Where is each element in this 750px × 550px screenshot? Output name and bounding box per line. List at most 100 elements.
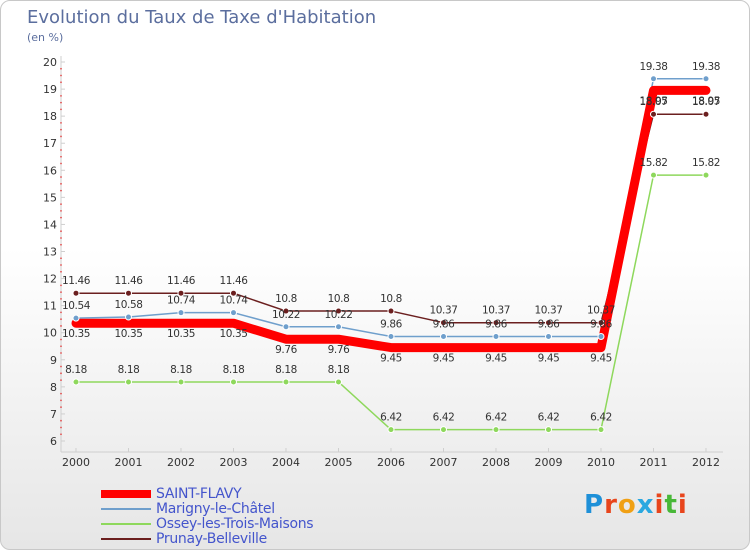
logo-letter: x xyxy=(636,490,655,520)
legend-swatch xyxy=(101,537,151,540)
data-point xyxy=(282,323,290,331)
data-point xyxy=(282,378,290,386)
legend-label: Ossey-les-Trois-Maisons xyxy=(156,515,314,532)
logo-letter: o xyxy=(617,490,637,520)
data-label: 10.35 xyxy=(114,328,142,340)
data-label: 10.58 xyxy=(114,299,142,311)
data-label: 10.37 xyxy=(534,305,562,317)
y-minor-dot xyxy=(60,67,62,70)
data-label: 10.22 xyxy=(324,309,352,321)
x-tick-label: 2007 xyxy=(430,456,458,469)
data-label: 10.8 xyxy=(380,293,402,305)
y-minor-dot xyxy=(60,345,62,348)
logo-letter: t xyxy=(664,490,678,520)
y-minor-dot xyxy=(60,419,62,422)
data-label: 10.74 xyxy=(167,295,196,307)
y-minor-dot xyxy=(60,237,62,239)
data-label: 9.45 xyxy=(538,353,560,365)
legend-swatch xyxy=(101,489,151,498)
y-minor-dot xyxy=(60,243,62,246)
data-point xyxy=(440,333,447,341)
y-tick-label: 13 xyxy=(43,246,57,259)
y-tick-label: 19 xyxy=(43,83,57,96)
x-tick-label: 2009 xyxy=(535,456,563,469)
y-minor-dot xyxy=(60,365,62,368)
y-minor-dot xyxy=(60,392,62,395)
x-tick-label: 2000 xyxy=(62,456,90,469)
legend-item: Marigny-le-Châtel xyxy=(101,501,313,517)
data-point xyxy=(230,378,237,386)
data-point xyxy=(650,110,657,118)
y-minor-dot xyxy=(60,74,62,77)
logo-letter: i xyxy=(654,490,665,520)
y-minor-dot xyxy=(60,182,62,185)
data-label: 10.8 xyxy=(328,293,350,305)
y-minor-dot xyxy=(60,325,62,327)
x-tick-label: 2012 xyxy=(692,456,720,469)
legend-item: SAINT-FLAVY xyxy=(101,486,313,502)
data-point xyxy=(545,319,552,327)
y-tick-label: 8 xyxy=(50,381,57,394)
data-point xyxy=(440,426,447,434)
data-point xyxy=(125,313,132,321)
x-tick-label: 2006 xyxy=(377,456,405,469)
data-label: 9.86 xyxy=(590,319,612,331)
data-point xyxy=(387,307,395,315)
y-minor-dot xyxy=(60,264,62,266)
series-line-SAINT-FLAVY xyxy=(71,85,711,353)
data-point xyxy=(492,426,500,434)
y-minor-dot xyxy=(60,372,62,375)
data-label: 10.35 xyxy=(219,328,247,340)
y-tick-label: 17 xyxy=(43,137,57,150)
data-label: 9.45 xyxy=(485,353,507,365)
data-label: 8.18 xyxy=(328,364,350,376)
data-label: 9.86 xyxy=(485,319,507,331)
data-point xyxy=(230,309,237,317)
data-point xyxy=(492,333,500,341)
y-minor-dot xyxy=(60,379,62,381)
y-minor-dot xyxy=(60,94,62,97)
data-point xyxy=(440,319,447,327)
y-minor-dot xyxy=(60,155,62,158)
y-minor-dot xyxy=(60,433,62,436)
y-minor-dot xyxy=(60,108,62,111)
logo-letter: i xyxy=(677,490,688,520)
y-minor-dot xyxy=(60,270,62,273)
data-label: 9.45 xyxy=(433,353,455,365)
data-label: 9.45 xyxy=(380,353,402,365)
data-label: 15.82 xyxy=(639,157,667,169)
y-minor-dot xyxy=(60,257,62,260)
data-label: 8.18 xyxy=(65,364,87,376)
data-label: 10.37 xyxy=(587,305,615,317)
data-point xyxy=(597,333,605,341)
y-minor-dot xyxy=(60,128,62,131)
proxiti-logo: Proxiti xyxy=(584,490,688,520)
x-tick-label: 2003 xyxy=(220,456,248,469)
data-point xyxy=(650,75,657,83)
legend-item: Prunay-Belleville xyxy=(101,531,313,547)
logo-letter: r xyxy=(604,490,618,520)
data-point xyxy=(545,333,552,341)
data-label: 6.42 xyxy=(433,412,455,424)
y-tick-label: 16 xyxy=(43,164,57,177)
data-point xyxy=(387,426,395,434)
data-point xyxy=(545,426,552,434)
y-minor-dot xyxy=(60,406,62,409)
chart-subtitle: (en %) xyxy=(27,31,64,44)
data-label: 9.76 xyxy=(275,344,297,356)
data-label: 15.82 xyxy=(692,157,720,169)
y-tick-label: 10 xyxy=(43,327,57,340)
data-point xyxy=(230,289,237,297)
data-label: 6.42 xyxy=(380,412,402,424)
y-minor-dot xyxy=(60,291,62,294)
y-tick-label: 6 xyxy=(50,435,57,448)
data-point xyxy=(177,309,185,317)
data-label: 9.86 xyxy=(433,319,455,331)
data-point xyxy=(72,314,80,322)
data-label: 9.45 xyxy=(590,353,612,365)
y-minor-dot xyxy=(60,189,62,192)
y-minor-dot xyxy=(60,311,62,314)
y-tick-label: 14 xyxy=(43,218,57,231)
data-point xyxy=(125,378,132,386)
